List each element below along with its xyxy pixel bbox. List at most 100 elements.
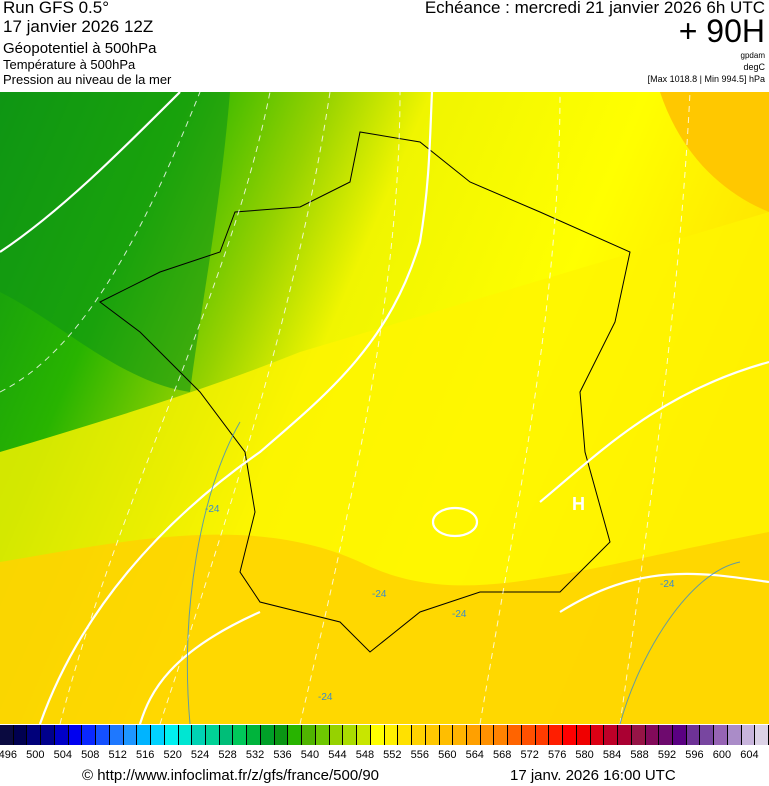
source-url[interactable]: © http://www.infoclimat.fr/z/gfs/france/… — [82, 767, 380, 784]
colorbar-cell — [659, 725, 673, 745]
colorbar-label: 564 — [465, 749, 484, 761]
france-outline — [99, 131, 631, 653]
temp-label: -24 — [318, 692, 333, 703]
colorbar-cell — [206, 725, 220, 745]
colorbar-label: 532 — [245, 749, 265, 761]
colorbar-cell — [233, 725, 248, 745]
colorbar-label: 520 — [163, 749, 182, 761]
colorbar-cell — [618, 725, 632, 745]
temperature-contours — [186, 421, 741, 724]
colorbar-cell — [96, 725, 110, 745]
colorbar-label: 604 — [740, 749, 759, 761]
colorbar-cell — [439, 725, 454, 745]
colorbar-label: 588 — [630, 749, 649, 761]
gold-band-south — [0, 532, 769, 724]
orange-ne — [660, 92, 769, 212]
colorbar-cell — [700, 725, 715, 745]
colorbar-cell — [370, 725, 385, 745]
colorbar-label: 508 — [81, 749, 100, 761]
colorbar-cell — [727, 725, 742, 745]
colorbar-cell — [521, 725, 536, 745]
high-pressure-label: H — [572, 494, 585, 514]
temp-label: -24 — [205, 504, 220, 515]
colorbar-label: 540 — [300, 749, 320, 761]
colorbar-label: 516 — [136, 749, 155, 761]
unit-degc: degC — [743, 62, 765, 72]
lead-time: + 90H — [678, 13, 765, 49]
colorbar-cell — [68, 725, 83, 745]
colorbar-cell — [604, 725, 619, 745]
colorbar-cell — [357, 725, 371, 745]
colorbar-cell — [82, 725, 97, 745]
colorbar-cell — [535, 725, 550, 745]
colorbar-label: 544 — [328, 749, 347, 761]
colorbar-cell — [274, 725, 289, 745]
colorbar-labels: 496 500 504 508 512 516 520 524 528 532 536 540 544 5… — [0, 749, 769, 763]
colorbar-label: 548 — [355, 749, 375, 761]
colorbar-cell — [508, 725, 522, 745]
colorbar-cell — [123, 725, 138, 745]
colorbar-label: 500 — [26, 749, 45, 761]
colorbar-cell — [480, 725, 495, 745]
colorbar-label: 524 — [190, 749, 210, 761]
colorbar-cell — [631, 725, 646, 745]
colorbar-cell — [178, 725, 193, 745]
colorbar-cell — [54, 725, 69, 745]
colorbar-cell — [741, 725, 756, 745]
colorbar-label: 504 — [53, 749, 72, 761]
colorbar-cell — [27, 725, 42, 745]
colorbar-cell — [576, 725, 591, 745]
colorbar-label: 512 — [108, 749, 127, 761]
colorbar-cell — [563, 725, 577, 745]
colorbar-label: 536 — [273, 749, 292, 761]
param-geopotential: Géopotentiel à 500hPa — [3, 40, 157, 57]
colorbar-cell — [329, 725, 344, 745]
colorbar-cell — [0, 725, 14, 745]
green-dark-nw — [0, 92, 230, 392]
colorbar-cell — [13, 725, 28, 745]
colorbar-cell — [549, 725, 564, 745]
temp-label: -24 — [660, 579, 675, 590]
temp-label: -24 — [452, 609, 467, 620]
forecast-time: Echéance : mercredi 21 janvier 2026 6h U… — [424, 0, 765, 17]
colorbar-cell — [398, 725, 413, 745]
colorbar-cell — [41, 725, 55, 745]
colorbar-cell — [137, 725, 152, 745]
colorbar-cell — [466, 725, 481, 745]
colorbar-label: 568 — [493, 749, 512, 761]
colorbar-cell — [315, 725, 330, 745]
colorbar-label: 600 — [712, 749, 732, 761]
param-temperature: Température à 500hPa — [3, 57, 136, 72]
unit-gpdam: gpdam — [740, 51, 765, 60]
colorbar-cell — [109, 725, 124, 745]
param-pressure: Pression au niveau de la mer — [3, 72, 172, 87]
colorbar-cell — [425, 725, 440, 745]
colorbar-cell — [219, 725, 234, 745]
colorbar — [0, 725, 769, 745]
colorbar-cell — [755, 725, 769, 745]
colorbar-label: 596 — [685, 749, 704, 761]
colorbar-label: 560 — [438, 749, 457, 761]
generated-timestamp: 17 janv. 2026 16:00 UTC — [510, 767, 676, 784]
colorbar-cell — [412, 725, 426, 745]
temp-label: -24 — [372, 589, 387, 600]
colorbar-cell — [384, 725, 399, 745]
colorbar-cell — [343, 725, 358, 745]
colorbar-label: 528 — [218, 749, 237, 761]
colorbar-label: 584 — [602, 749, 622, 761]
run-label: Run GFS 0.5° — [3, 0, 110, 17]
colorbar-cell — [260, 725, 275, 745]
colorbar-cell — [192, 725, 207, 745]
geopotential-contours — [0, 92, 691, 724]
isobars — [0, 92, 769, 724]
pressure-range: [Max 1018.8 | Min 994.5] hPa — [647, 74, 765, 84]
colorbar-cell — [302, 725, 316, 745]
colorbar-cell — [247, 725, 261, 745]
colorbar-cell — [590, 725, 605, 745]
colorbar-label: 552 — [383, 749, 402, 761]
colorbar-cell — [672, 725, 687, 745]
colorbar-label: 572 — [520, 749, 539, 761]
colorbar-cell — [164, 725, 179, 745]
colorbar-cell — [645, 725, 660, 745]
